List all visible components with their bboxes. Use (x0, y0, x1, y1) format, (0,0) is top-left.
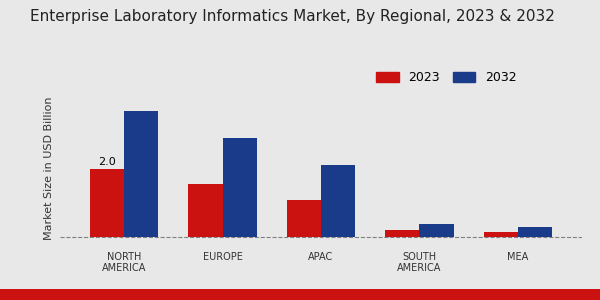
Bar (89, 169, 124, 237)
Y-axis label: Market Size in USD Billion: Market Size in USD Billion (44, 96, 55, 240)
Bar (188, 184, 223, 237)
Legend: 2023, 2032: 2023, 2032 (371, 66, 522, 89)
Bar (518, 227, 553, 237)
Bar (321, 165, 355, 237)
Bar (223, 138, 257, 237)
Bar (385, 230, 419, 237)
Bar (419, 224, 454, 237)
Text: Enterprise Laboratory Informatics Market, By Regional, 2023 & 2032: Enterprise Laboratory Informatics Market… (30, 9, 555, 24)
Text: 2.0: 2.0 (98, 157, 116, 167)
Bar (287, 200, 321, 237)
Bar (124, 111, 158, 237)
Bar (484, 232, 518, 237)
